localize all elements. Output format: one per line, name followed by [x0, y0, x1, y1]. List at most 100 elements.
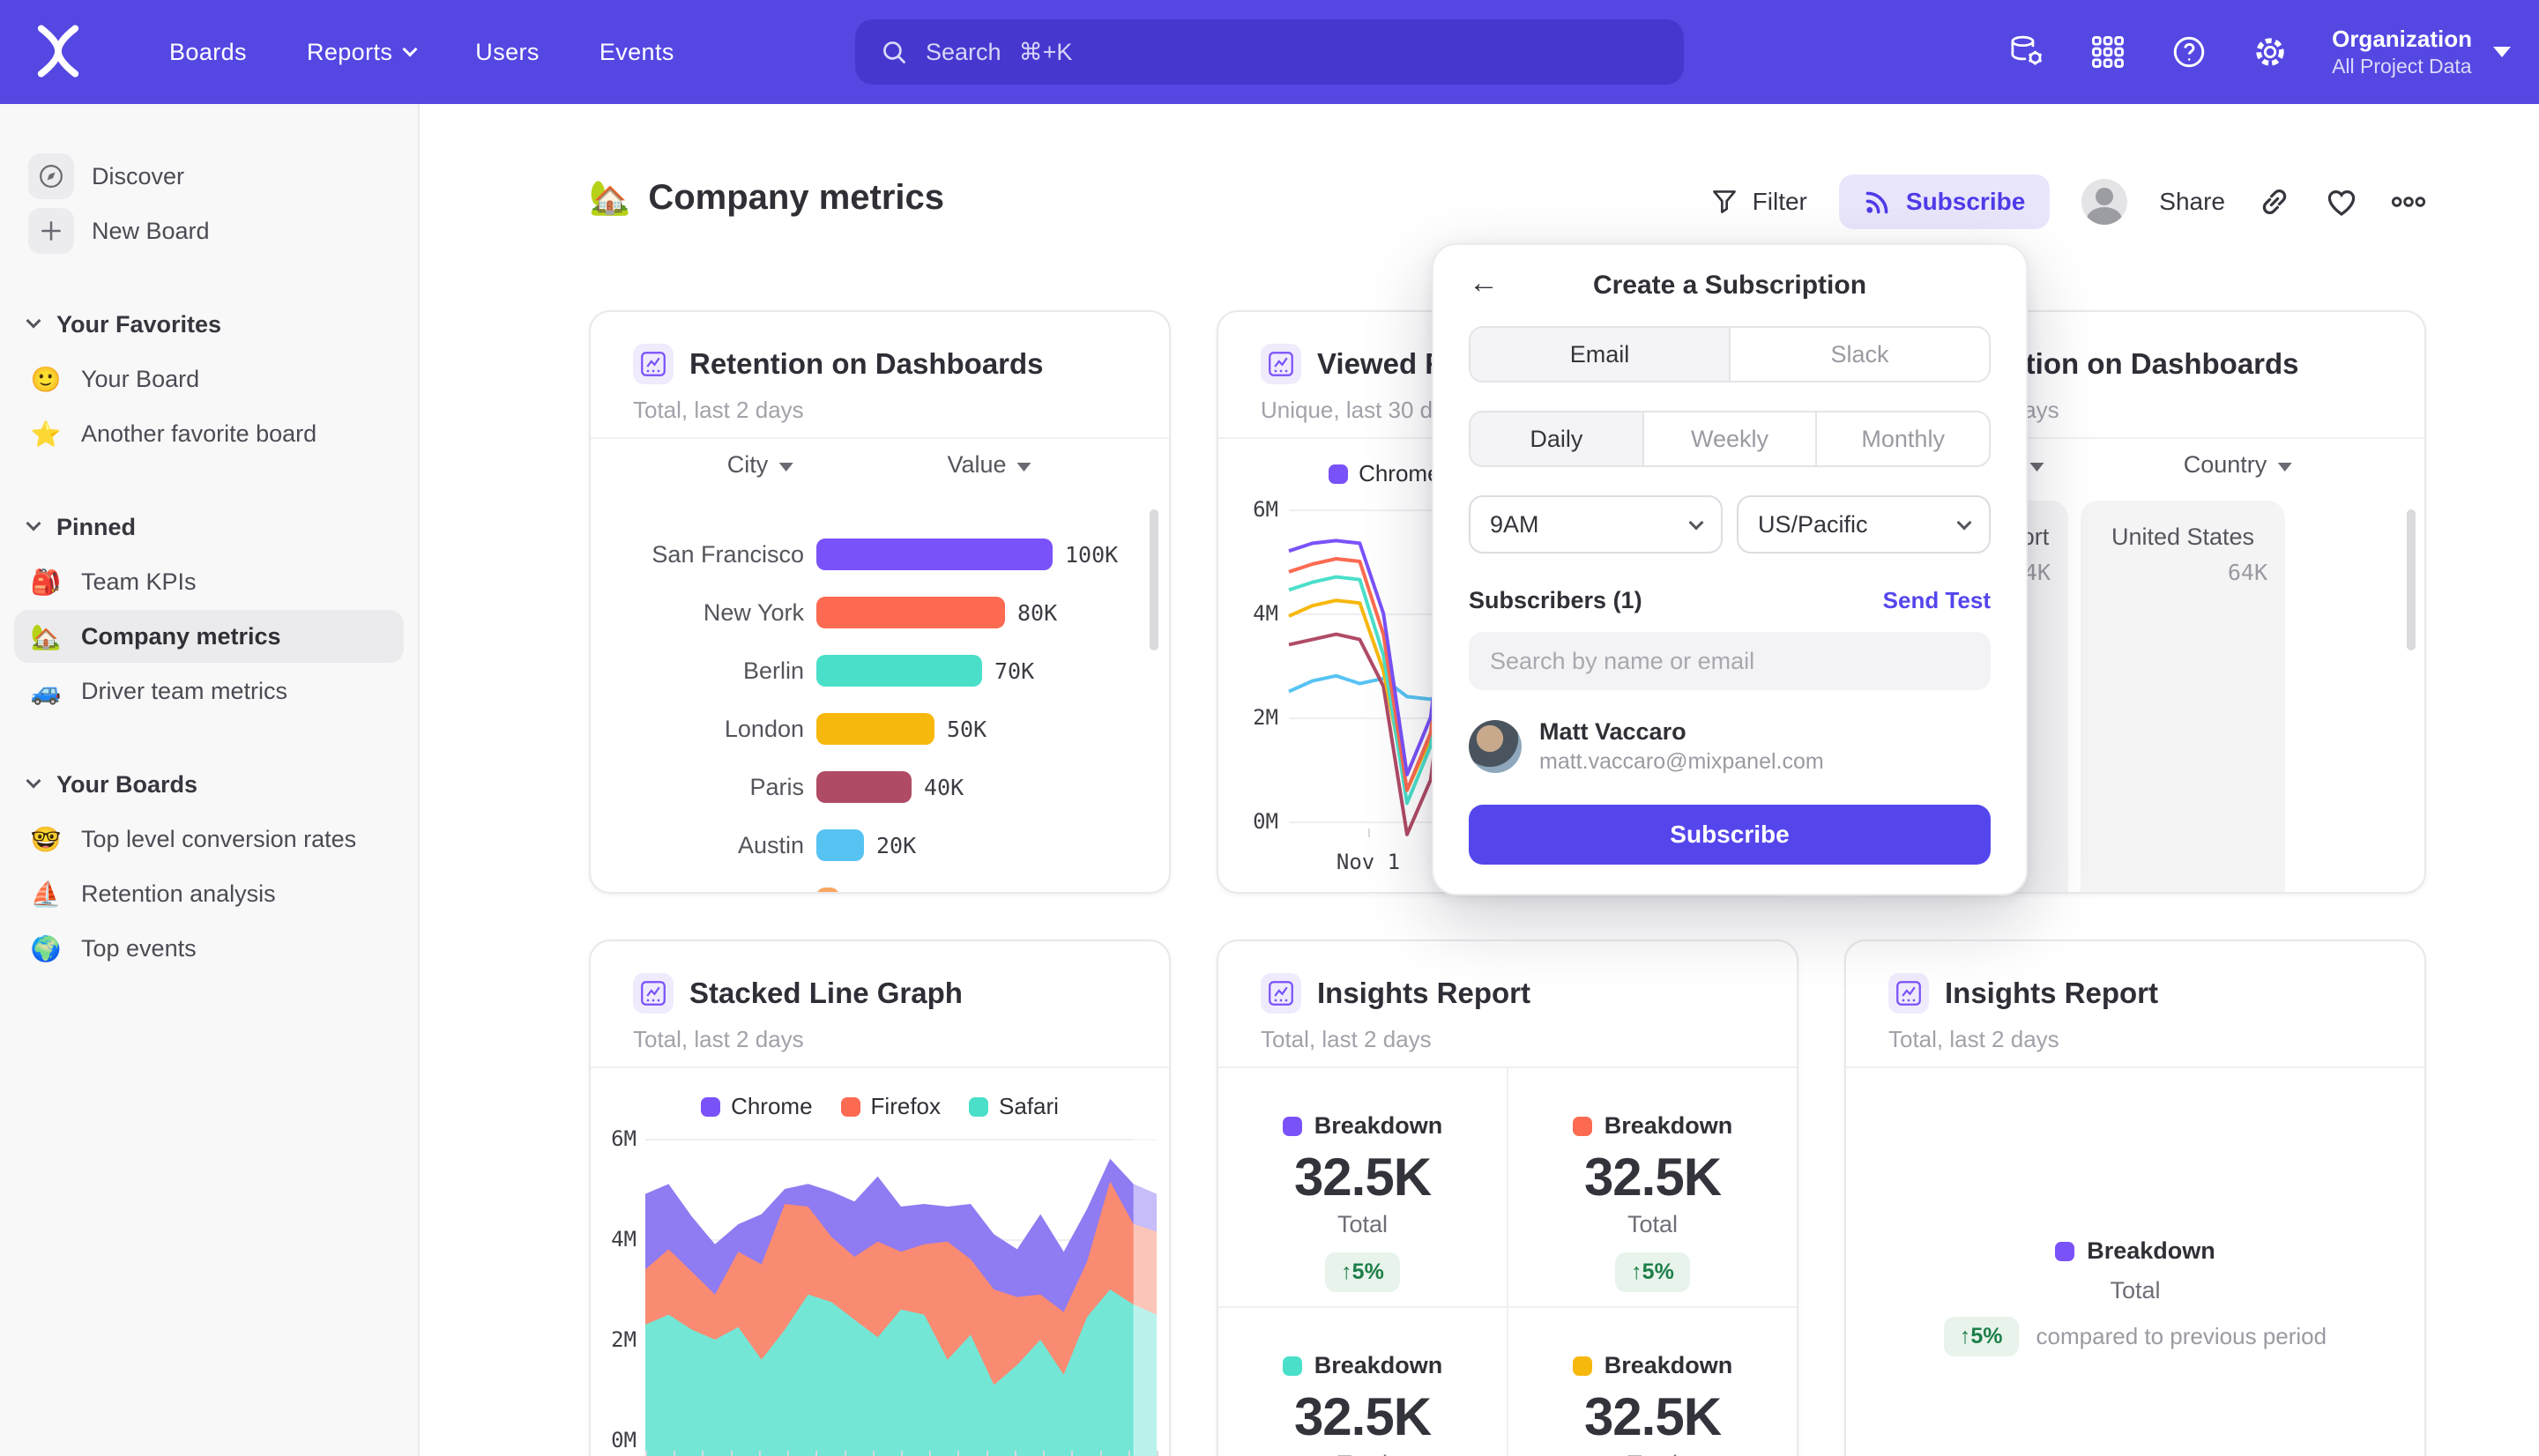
timezone-select[interactable]: US/Pacific — [1737, 495, 1991, 553]
legend-item-chrome[interactable]: Chrome — [1329, 460, 1441, 487]
legend-item-chrome[interactable]: Chrome — [701, 1093, 813, 1120]
sidebar-section-your-boards[interactable]: Your Boards — [26, 763, 390, 806]
scrollbar-thumb[interactable] — [1150, 509, 1158, 650]
time-select[interactable]: 9AM — [1469, 495, 1723, 553]
more-options-icon[interactable] — [2391, 184, 2426, 219]
sidebar-section-your-favorites[interactable]: Your Favorites — [26, 303, 390, 345]
subscriber-email: matt.vaccaro@mixpanel.com — [1539, 749, 1824, 775]
sort-caret-icon — [2277, 462, 2292, 472]
bar-row-paris[interactable]: Paris 40K — [591, 758, 1169, 816]
tab-monthly[interactable]: Monthly — [1815, 412, 1989, 465]
sort-caret-icon — [2029, 462, 2044, 472]
sidebar-item-another-favorite-board[interactable]: ⭐ Another favorite board — [14, 407, 404, 460]
y-axis-label: 4M — [1253, 601, 1278, 626]
column-header-country[interactable]: Country — [2184, 451, 2292, 479]
nav-item-events[interactable]: Events — [599, 38, 674, 65]
y-axis-label: 0M — [1253, 809, 1278, 834]
bar-row-new-york[interactable]: New York 80K — [591, 583, 1169, 642]
board-emoji: 🏡 — [30, 622, 62, 650]
chevron-down-icon — [26, 313, 41, 329]
tab-weekly[interactable]: Weekly — [1642, 412, 1816, 465]
favorite-heart-icon[interactable] — [2324, 184, 2359, 219]
back-arrow-icon[interactable]: ← — [1469, 266, 1499, 300]
sidebar-item-top-level-conversion-rates[interactable]: 🤓 Top level conversion rates — [14, 813, 404, 865]
board-title: Company metrics — [648, 178, 944, 217]
create-subscription-modal: ← Create a Subscription Email Slack Daily… — [1432, 243, 2028, 895]
bar-row-austin[interactable]: Austin 20K — [591, 816, 1169, 874]
nav-item-users[interactable]: Users — [475, 38, 540, 65]
sidebar-item-driver-team-metrics[interactable]: 🚙 Driver team metrics — [14, 665, 404, 717]
bar-row-san-francisco[interactable]: San Francisco 100K — [591, 525, 1169, 583]
nav-item-reports[interactable]: Reports — [307, 39, 418, 66]
sidebar: Discover New Board Your Favorites 🙂 Your Boa… — [0, 104, 420, 1456]
chevron-down-icon — [26, 773, 41, 789]
tab-slack[interactable]: Slack — [1729, 328, 1989, 381]
nav-item-boards[interactable]: Boards — [169, 38, 247, 65]
sidebar-item-new-board[interactable]: New Board — [14, 204, 404, 257]
sidebar-item-discover[interactable]: Discover — [14, 150, 404, 203]
data-management-icon[interactable] — [2007, 33, 2046, 71]
board-emoji: 🚙 — [30, 677, 62, 705]
y-axis-label: 6M — [1253, 497, 1278, 522]
scrollbar-thumb[interactable] — [2407, 509, 2416, 650]
help-icon[interactable] — [2170, 33, 2208, 71]
group-panel-country[interactable]: United States 64K — [2081, 501, 2285, 892]
subscribe-button[interactable]: Subscribe — [1838, 175, 2051, 229]
sidebar-item-your-board[interactable]: 🙂 Your Board — [14, 353, 404, 405]
copy-link-icon[interactable] — [2257, 184, 2292, 219]
subscriber-avatar — [1469, 719, 1522, 773]
frequency-tabs: Daily Weekly Monthly — [1469, 411, 1991, 467]
chevron-down-icon — [1688, 515, 1704, 531]
send-test-link[interactable]: Send Test — [1882, 587, 1991, 613]
card-title: Retention on Dashboards — [689, 347, 1044, 380]
chevron-down-icon — [402, 41, 418, 57]
compass-icon — [28, 153, 74, 199]
org-name: Organization — [2332, 26, 2472, 53]
subscribe-submit-button[interactable]: Subscribe — [1469, 804, 1991, 865]
report-chart-icon — [1888, 973, 1929, 1014]
settings-gear-icon[interactable] — [2251, 33, 2290, 71]
column-header-city[interactable]: City — [727, 451, 793, 479]
tab-daily[interactable]: Daily — [1471, 412, 1642, 465]
report-chart-icon — [633, 973, 674, 1014]
board-emoji: 🤓 — [30, 825, 62, 853]
filter-button[interactable]: Filter — [1710, 188, 1807, 216]
card-title: Insights Report — [1945, 977, 2159, 1009]
y-axis-label: 6M — [611, 1126, 637, 1151]
sort-caret-icon — [1016, 462, 1031, 472]
y-axis-label: 0M — [611, 1428, 637, 1452]
card-subtitle: Total, last 2 days — [1888, 1026, 2059, 1052]
column-header-value[interactable]: Value — [947, 451, 1031, 479]
sidebar-item-company-metrics[interactable]: 🏡 Company metrics — [14, 610, 404, 663]
board-emoji: ⭐ — [30, 420, 62, 448]
delta-badge: ↑5% — [1325, 1252, 1400, 1292]
bar-row-london[interactable]: London 50K — [591, 700, 1169, 758]
bar-row-bangalore[interactable]: Bangalore10K — [591, 874, 1169, 892]
org-switcher[interactable]: Organization All Project Data — [2332, 25, 2511, 78]
sidebar-item-team-kpis[interactable]: 🎒 Team KPIs — [14, 555, 404, 608]
sidebar-item-retention-analysis[interactable]: ⛵ Retention analysis — [14, 867, 404, 920]
card-title: Insights Report — [1317, 977, 1531, 1009]
share-button[interactable]: Share — [2159, 188, 2225, 215]
avatar[interactable] — [2081, 179, 2128, 225]
search-input[interactable]: Search ⌘+K — [855, 19, 1684, 85]
card-stacked-line-graph: Stacked Line Graph Total, last 2 days Ch… — [589, 940, 1171, 1456]
mixpanel-logo-icon[interactable] — [35, 25, 81, 78]
page-title: 🏡 Company metrics — [589, 178, 944, 218]
bar-row-berlin[interactable]: Berlin 70K — [591, 642, 1169, 700]
apps-grid-icon[interactable] — [2089, 33, 2127, 71]
board-emoji: ⛵ — [30, 880, 62, 908]
legend-item-firefox[interactable]: Firefox — [840, 1093, 941, 1120]
board-emoji: 🙂 — [30, 365, 62, 393]
sidebar-item-top-events[interactable]: 🌍 Top events — [14, 922, 404, 975]
subscriber-row[interactable]: Matt Vaccaro matt.vaccaro@mixpanel.com — [1469, 717, 1991, 776]
subscriber-search-input[interactable]: Search by name or email — [1469, 632, 1991, 690]
sidebar-section-pinned[interactable]: Pinned — [26, 506, 390, 548]
legend-item-safari[interactable]: Safari — [969, 1093, 1059, 1120]
tab-email[interactable]: Email — [1471, 328, 1729, 381]
card-subtitle: Total, last 2 days — [633, 397, 804, 423]
